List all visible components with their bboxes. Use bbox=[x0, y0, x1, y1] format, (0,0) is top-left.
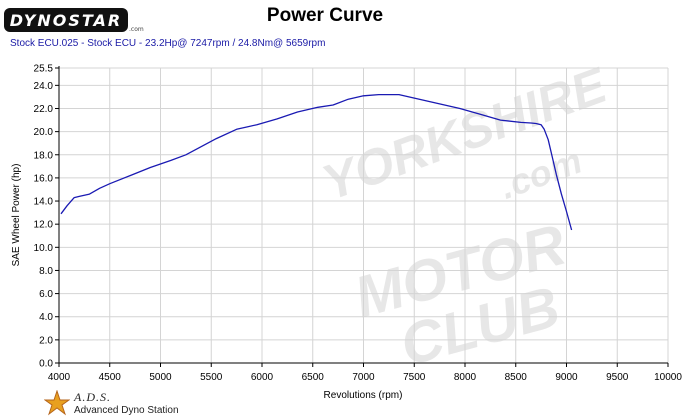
x-tick-label: 6000 bbox=[251, 372, 274, 383]
dynostar-logo: DYNOSTAR bbox=[4, 8, 128, 32]
power-curve-line bbox=[60, 93, 573, 231]
y-tick-labels: 0.0 2.0 4.0 6.0 8.0 10.0 12.0 14.0 16.0 18.0 20.0 2… bbox=[34, 64, 54, 370]
y-tick-label: 14.0 bbox=[34, 197, 54, 208]
brand-tagline: Advanced Dyno Station bbox=[74, 405, 179, 416]
y-tick-label: 8.0 bbox=[39, 266, 53, 277]
y-tick-label: 2.0 bbox=[39, 335, 53, 346]
logo-text: DYNOSTAR bbox=[9, 10, 123, 30]
x-tick-labels: 4000 4500 5000 5500 6000 6500 7000 7500 8000 8500… bbox=[48, 372, 682, 383]
x-tick-label: 4000 bbox=[48, 372, 71, 383]
chart-title: Power Curve bbox=[266, 5, 384, 26]
watermark-line-2: .com bbox=[494, 140, 587, 207]
y-tick-label: 16.0 bbox=[34, 173, 54, 184]
x-tick-label: 6500 bbox=[302, 372, 325, 383]
logo-url: .com bbox=[129, 26, 144, 33]
grid bbox=[58, 67, 669, 364]
series-group bbox=[60, 93, 573, 231]
x-tick-label: 4500 bbox=[99, 372, 122, 383]
y-tick-label: 20.0 bbox=[34, 127, 54, 138]
y-tick-label: 6.0 bbox=[39, 289, 53, 300]
x-axis-label: Revolutions (rpm) bbox=[324, 390, 403, 401]
x-tick-label: 9500 bbox=[606, 372, 629, 383]
x-tick-label: 8500 bbox=[505, 372, 528, 383]
y-tick-label: 0.0 bbox=[39, 359, 53, 370]
y-tick-label: 25.5 bbox=[34, 64, 54, 75]
y-axis-label: SAE Wheel Power (hp) bbox=[11, 164, 22, 267]
y-tick-label: 18.0 bbox=[34, 150, 54, 161]
ads-star-icon bbox=[44, 390, 70, 416]
x-tick-label: 8000 bbox=[454, 372, 477, 383]
brand-name: A.D.S. bbox=[74, 390, 111, 404]
y-tick-label: 22.0 bbox=[34, 104, 54, 115]
x-tick-label: 9000 bbox=[555, 372, 578, 383]
x-tick-label: 5500 bbox=[200, 372, 223, 383]
x-tick-label: 7500 bbox=[403, 372, 426, 383]
axes bbox=[55, 66, 669, 367]
run-summary: Stock ECU.025 - Stock ECU - 23.2Hp@ 7247… bbox=[10, 38, 326, 49]
y-tick-label: 10.0 bbox=[34, 243, 54, 254]
x-tick-label: 10000 bbox=[654, 372, 682, 383]
y-tick-label: 24.0 bbox=[34, 81, 54, 92]
y-tick-label: 4.0 bbox=[39, 312, 53, 323]
x-tick-label: 7000 bbox=[352, 372, 375, 383]
y-tick-label: 12.0 bbox=[34, 220, 54, 231]
x-tick-label: 5000 bbox=[149, 372, 172, 383]
